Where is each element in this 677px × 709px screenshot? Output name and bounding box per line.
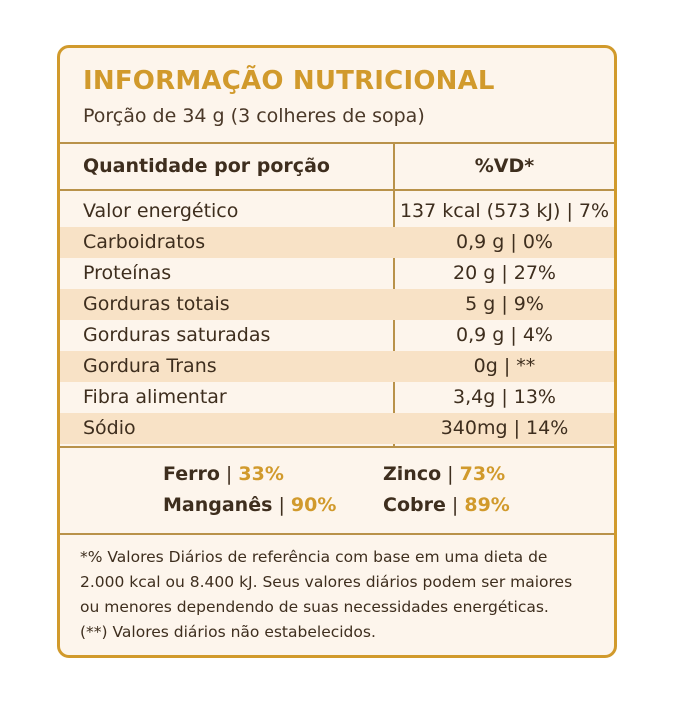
serving-size: Porção de 34 g (3 colheres de sopa) bbox=[83, 105, 425, 127]
footnote-line: *% Valores Diários de referência com bas… bbox=[80, 548, 548, 566]
table-row: Gorduras totais 5 g | 9% bbox=[60, 289, 614, 320]
mineral-zinco: Zinco | 73% bbox=[383, 463, 505, 485]
table-row: Gordura Trans 0g | ** bbox=[60, 351, 614, 382]
mineral-separator: | bbox=[445, 494, 465, 516]
mineral-name: Zinco bbox=[383, 463, 442, 485]
nutrient-value: 3,4g | 13% bbox=[453, 386, 556, 408]
nutrient-value: 0,9 g | 0% bbox=[456, 231, 553, 253]
footnote: *% Valores Diários de referência com bas… bbox=[80, 545, 600, 645]
header-quantity: Quantidade por porção bbox=[83, 155, 330, 177]
nutrient-value: 137 kcal (573 kJ) | 7% bbox=[399, 200, 610, 222]
mineral-separator: | bbox=[272, 494, 291, 516]
nutrient-value: 5 g | 9% bbox=[465, 293, 544, 315]
nutrient-label: Gorduras saturadas bbox=[83, 324, 271, 346]
footnote-line: (**) Valores diários não estabelecidos. bbox=[80, 623, 376, 641]
mineral-ferro: Ferro | 33% bbox=[163, 463, 284, 485]
nutrient-value: 0,9 g | 4% bbox=[456, 324, 553, 346]
nutrient-value: 340mg | 14% bbox=[440, 417, 569, 439]
panel-title: INFORMAÇÃO NUTRICIONAL bbox=[83, 66, 495, 96]
footnote-line: ou menores dependendo de suas necessidad… bbox=[80, 598, 549, 616]
table-row: Proteínas 20 g | 27% bbox=[60, 258, 614, 289]
divider bbox=[60, 533, 614, 535]
table-row: Gorduras saturadas 0,9 g | 4% bbox=[60, 320, 614, 351]
nutrient-label: Gordura Trans bbox=[83, 355, 217, 377]
mineral-value: 73% bbox=[459, 463, 506, 485]
mineral-name: Manganês bbox=[163, 494, 273, 516]
table-row: Carboidratos 0,9 g | 0% bbox=[60, 227, 614, 258]
table-row: Sódio 340mg | 14% bbox=[60, 413, 614, 444]
mineral-separator: | bbox=[219, 463, 239, 485]
nutrient-label: Proteínas bbox=[83, 262, 172, 284]
mineral-value: 90% bbox=[290, 494, 337, 516]
mineral-cobre: Cobre | 89% bbox=[383, 494, 510, 516]
divider bbox=[60, 142, 614, 144]
nutrition-facts-panel: INFORMAÇÃO NUTRICIONAL Porção de 34 g (3… bbox=[57, 45, 617, 658]
nutrient-value: 20 g | 27% bbox=[453, 262, 556, 284]
divider bbox=[60, 446, 614, 448]
nutrient-label: Sódio bbox=[83, 417, 136, 439]
nutrient-label: Gorduras totais bbox=[83, 293, 230, 315]
nutrient-label: Valor energético bbox=[83, 200, 239, 222]
divider bbox=[60, 189, 614, 191]
mineral-value: 33% bbox=[238, 463, 284, 485]
footnote-line: 2.000 kcal ou 8.400 kJ. Seus valores diá… bbox=[80, 573, 573, 591]
mineral-separator: | bbox=[441, 463, 460, 485]
header-dv: %VD* bbox=[474, 155, 535, 177]
mineral-manganes: Manganês | 90% bbox=[163, 494, 336, 516]
nutrient-label: Fibra alimentar bbox=[83, 386, 227, 408]
table-row: Fibra alimentar 3,4g | 13% bbox=[60, 382, 614, 413]
mineral-name: Ferro bbox=[163, 463, 220, 485]
nutrient-value: 0g | ** bbox=[473, 355, 536, 377]
nutrient-label: Carboidratos bbox=[83, 231, 206, 253]
mineral-name: Cobre bbox=[383, 494, 446, 516]
mineral-value: 89% bbox=[464, 494, 510, 516]
table-row: Valor energético 137 kcal (573 kJ) | 7% bbox=[60, 196, 614, 227]
